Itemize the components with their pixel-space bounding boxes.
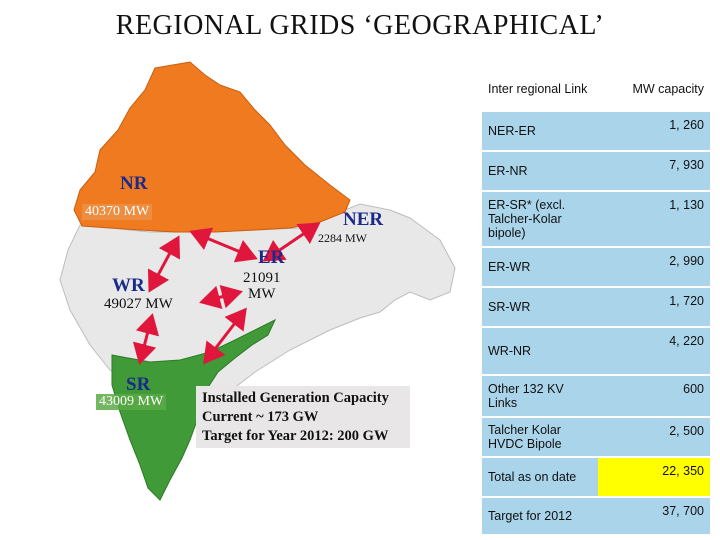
table-row: Talcher Kolar HVDC Bipole 2, 500 — [482, 418, 710, 456]
generation-line-3: Target for Year 2012: 200 GW — [202, 428, 389, 444]
er-capacity: 21091 MW — [243, 270, 281, 302]
wr-capacity: 49027 MW — [104, 296, 173, 312]
link-name: Other 132 KV Links — [482, 376, 598, 416]
link-name: ER-NR — [482, 152, 598, 190]
sr-capacity: 43009 MW — [96, 394, 167, 410]
link-name: Total as on date — [482, 458, 598, 496]
link-name: Target for 2012 — [482, 498, 598, 534]
generation-line-1: Installed Generation Capacity — [202, 390, 389, 406]
link-capacity: 37, 700 — [598, 498, 710, 534]
link-name: ER-WR — [482, 248, 598, 286]
table-row: NER-ER 1, 260 — [482, 112, 710, 150]
nr-label: NR — [120, 173, 148, 194]
sr-label: SR — [126, 374, 151, 395]
link-capacity: 4, 220 — [598, 328, 710, 374]
link-capacity: 7, 930 — [598, 152, 710, 190]
header-capacity: MW capacity — [598, 68, 710, 110]
arrow-er-sr — [203, 307, 247, 365]
table-row: ER-WR 2, 990 — [482, 248, 710, 286]
table-header-row: Inter regional Link MW capacity — [482, 68, 710, 110]
link-name: ER-SR* (excl. Talcher-Kolar bipole) — [482, 192, 598, 246]
link-name: Talcher Kolar HVDC Bipole — [482, 418, 598, 456]
table-row: ER-SR* (excl. Talcher-Kolar bipole) 1, 1… — [482, 192, 710, 246]
link-name: NER-ER — [482, 112, 598, 150]
arrow-nr-er — [189, 227, 258, 263]
page-title: REGIONAL GRIDS ‘GEOGRAPHICAL’ — [115, 10, 605, 41]
ner-label: NER — [343, 209, 384, 230]
arrow-wr-er — [199, 284, 243, 310]
nr-capacity: 40370 MW — [82, 204, 153, 220]
generation-capacity-box: Installed Generation Capacity Current ~ … — [196, 386, 410, 448]
table-row: Target for 2012 37, 700 — [482, 498, 710, 534]
link-capacity: 2, 990 — [598, 248, 710, 286]
arrow-wr-sr — [132, 313, 160, 365]
link-name: SR-WR — [482, 288, 598, 326]
link-capacity: 1, 260 — [598, 112, 710, 150]
table-row: WR-NR 4, 220 — [482, 328, 710, 374]
link-capacity: 2, 500 — [598, 418, 710, 456]
wr-label: WR — [112, 275, 145, 296]
table-row: SR-WR 1, 720 — [482, 288, 710, 326]
link-name: WR-NR — [482, 328, 598, 374]
er-label: ER — [258, 247, 285, 268]
link-capacity: 1, 720 — [598, 288, 710, 326]
generation-line-2: Current ~ 173 GW — [202, 409, 319, 425]
ner-er-link-capacity: 2284 MW — [318, 231, 367, 245]
table-row: Other 132 KV Links 600 — [482, 376, 710, 416]
arrow-nr-wr — [147, 235, 181, 293]
arrow-ner-er — [262, 222, 321, 262]
link-capacity: 1, 130 — [598, 192, 710, 246]
header-link: Inter regional Link — [482, 68, 598, 110]
table-row: ER-NR 7, 930 — [482, 152, 710, 190]
table-row: Total as on date 22, 350 — [482, 458, 710, 496]
link-capacity: 22, 350 — [598, 458, 710, 496]
inter-regional-link-table: Inter regional Link MW capacity NER-ER 1… — [482, 66, 710, 536]
link-capacity: 600 — [598, 376, 710, 416]
